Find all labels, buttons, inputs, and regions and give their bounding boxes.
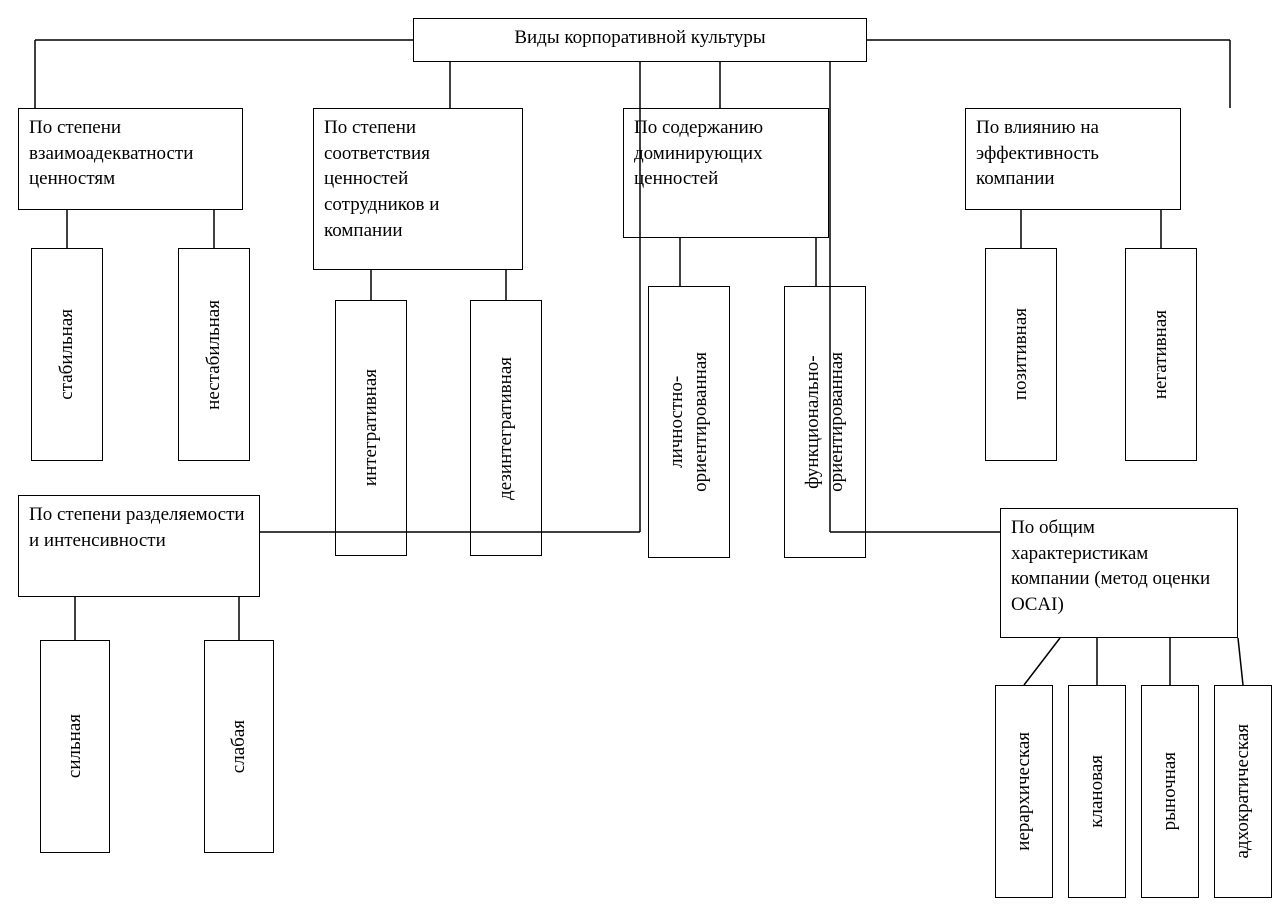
leaf-node: негативная (1125, 248, 1197, 461)
leaf-label: адхократическая (1231, 724, 1255, 859)
leaf-label: рыночная (1158, 752, 1182, 830)
category-label: По степени разделяемости и интенсивности (29, 502, 249, 553)
category-label: По степени взаимоадекватности ценностям (29, 115, 232, 192)
category-node: По степени соответствия ценностей сотруд… (313, 108, 523, 270)
leaf-label: функционально- ориентированная (801, 352, 849, 492)
leaf-node: сильная (40, 640, 110, 853)
leaf-label: позитивная (1009, 308, 1033, 400)
leaf-node: адхократическая (1214, 685, 1272, 898)
leaf-node: рыночная (1141, 685, 1199, 898)
category-label: По влиянию на эффективность компании (976, 115, 1170, 192)
leaf-label: стабильная (55, 309, 79, 400)
root-node: Виды корпоративной культуры (413, 18, 867, 62)
category-label: По степени соответствия ценностей сотруд… (324, 115, 512, 243)
leaf-label: сильная (63, 714, 87, 778)
leaf-node: личностно- ориентированная (648, 286, 730, 558)
leaf-node: позитивная (985, 248, 1057, 461)
diagram-stage: Виды корпоративной культуры По степени в… (0, 0, 1282, 922)
leaf-label: негативная (1149, 310, 1173, 399)
leaf-label: интегративная (359, 369, 383, 486)
leaf-node: нестабильная (178, 248, 250, 461)
category-node: По степени взаимоадекватности ценностям (18, 108, 243, 210)
category-node: По влиянию на эффективность компании (965, 108, 1181, 210)
leaf-node: функционально- ориентированная (784, 286, 866, 558)
leaf-label: нестабильная (202, 300, 226, 410)
leaf-node: интегративная (335, 300, 407, 556)
leaf-node: стабильная (31, 248, 103, 461)
category-node: По общим характеристикам компании (метод… (1000, 508, 1238, 638)
leaf-node: дезинтегративная (470, 300, 542, 556)
root-label: Виды корпоративной культуры (514, 25, 765, 51)
leaf-label: личностно- ориентированная (665, 352, 713, 492)
category-node: По степени разделяемости и интенсивности (18, 495, 260, 597)
leaf-node: слабая (204, 640, 274, 853)
leaf-node: клановая (1068, 685, 1126, 898)
leaf-label: дезинтегративная (494, 357, 518, 500)
leaf-node: иерархическая (995, 685, 1053, 898)
leaf-label: слабая (227, 720, 251, 773)
category-label: По содержанию доминирующих ценностей (634, 115, 818, 192)
leaf-label: клановая (1085, 755, 1109, 828)
category-node: По содержанию доминирующих ценностей (623, 108, 829, 238)
category-label: По общим характеристикам компании (метод… (1011, 515, 1227, 618)
leaf-label: иерархическая (1012, 732, 1036, 851)
